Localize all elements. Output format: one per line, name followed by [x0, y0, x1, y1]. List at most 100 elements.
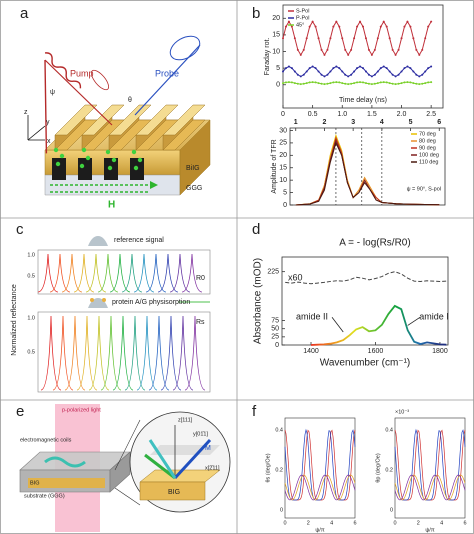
- data-point: [391, 73, 394, 76]
- chart-title: A = - log(Rs/R0): [339, 238, 410, 249]
- data-point: [370, 53, 373, 56]
- data-point: [376, 70, 379, 73]
- data-point: [284, 81, 287, 84]
- data-point: [323, 75, 326, 78]
- data-point: [287, 81, 290, 84]
- data-point: [314, 25, 317, 28]
- data-point: [409, 25, 412, 28]
- y-tick-label: 30: [279, 127, 287, 134]
- x-axis-label: Time delay (ns): [339, 97, 387, 104]
- data-point: [323, 83, 326, 86]
- data-point: [362, 81, 364, 84]
- data-point: [305, 37, 308, 40]
- x-tick-label: 6: [437, 119, 441, 126]
- data-point: [364, 37, 367, 40]
- resonance-peak: [100, 315, 122, 391]
- y-tick-label: 20: [279, 152, 287, 159]
- resonance-peak: [136, 315, 158, 391]
- axis-name: z[111]: [178, 417, 193, 423]
- tick-label: 1.0: [27, 252, 35, 258]
- x-tick-label: 1400: [303, 348, 319, 355]
- data-point: [424, 37, 427, 40]
- data-point: [299, 75, 302, 78]
- curve: [284, 474, 356, 501]
- data-point: [394, 53, 397, 56]
- data-point: [335, 20, 338, 23]
- data-point: [400, 70, 403, 73]
- data-point: [367, 73, 370, 76]
- data-point: [362, 67, 364, 70]
- data-point: [282, 82, 284, 85]
- panel-label: d: [252, 221, 260, 238]
- data-point: [376, 37, 379, 40]
- tick-label: 0.4: [275, 427, 283, 433]
- mo-device-illustration: [19, 404, 231, 532]
- data-point: [427, 81, 430, 84]
- data-point: [282, 37, 284, 40]
- data-point: [391, 82, 394, 85]
- data-point: [323, 53, 326, 56]
- data-point: [385, 81, 388, 84]
- data-point: [353, 37, 356, 40]
- resonance-peak: [172, 315, 194, 391]
- caption: BIG: [30, 480, 39, 486]
- angle-label: ψ: [50, 89, 55, 96]
- data-point: [296, 82, 299, 85]
- resonance-peak: [40, 315, 62, 391]
- data-point: [296, 48, 299, 51]
- x-tick-label: 1.0: [337, 111, 347, 118]
- data-point: [359, 20, 362, 23]
- data-point: [320, 48, 323, 51]
- data-point: [415, 82, 418, 85]
- data-point: [412, 70, 415, 73]
- resonance-peak: [124, 315, 146, 391]
- resonance-peak: [76, 315, 98, 391]
- caption: electromagnetic coils: [20, 437, 72, 443]
- legend-label: 45°: [296, 22, 304, 28]
- resonance-peak: [64, 315, 86, 391]
- x-tick-label: 1: [294, 119, 298, 126]
- data-point: [320, 73, 323, 76]
- axis-name: y: [46, 119, 50, 126]
- data-point: [347, 83, 350, 86]
- series-line: [295, 133, 440, 206]
- data-point: [388, 70, 391, 73]
- data-point: [373, 48, 376, 51]
- tick-label: 0.4: [385, 427, 393, 433]
- series-label: Rs: [196, 319, 205, 326]
- legend-label: S-Pol: [296, 8, 309, 14]
- y-axis-label: θs (deg/Oe): [265, 453, 271, 482]
- data-point: [347, 53, 350, 56]
- tick-label: 2: [307, 520, 310, 526]
- curve: [394, 474, 466, 501]
- data-point: [391, 48, 394, 51]
- data-point: [385, 67, 388, 70]
- tick-label: 0: [280, 507, 283, 513]
- y-tick-label: 15: [279, 165, 287, 172]
- data-point: [424, 70, 427, 73]
- data-point: [329, 37, 332, 40]
- data-point: [362, 25, 364, 28]
- caption: protein A/G physisorption: [112, 299, 190, 306]
- data-point: [293, 82, 296, 85]
- data-point: [311, 65, 314, 68]
- tick-label: 0: [393, 520, 396, 526]
- y-tick-label: 20: [272, 15, 280, 22]
- caption: reference signal: [114, 237, 164, 244]
- data-point: [400, 82, 403, 85]
- data-point: [341, 82, 344, 85]
- data-point: [406, 65, 409, 68]
- rotation-plots: [284, 417, 466, 519]
- caption: p-polarized light: [62, 407, 101, 413]
- tick-label: 0.5: [27, 273, 35, 279]
- data-point: [397, 48, 400, 51]
- tick-label: 1.0: [27, 315, 35, 321]
- data-point: [400, 37, 403, 40]
- data-point: [409, 67, 412, 70]
- tick-label: 0.2: [385, 467, 393, 473]
- data-point: [293, 37, 296, 40]
- tick-label: 0.2: [275, 467, 283, 473]
- data-point: [311, 81, 314, 84]
- data-point: [350, 82, 353, 85]
- data-point: [287, 20, 290, 23]
